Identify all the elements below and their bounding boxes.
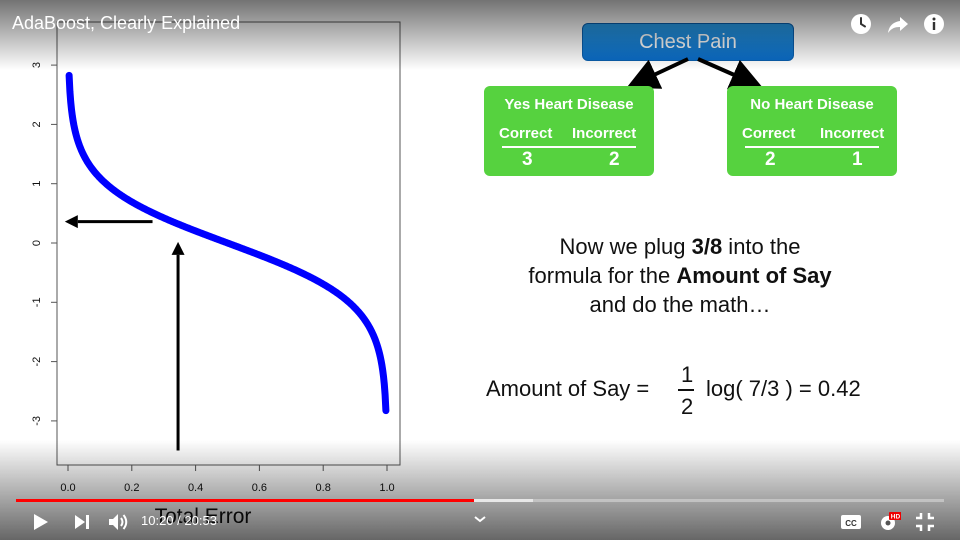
y-tick-label: 1: [31, 181, 43, 187]
y-tick-label: -2: [31, 357, 43, 367]
next-icon[interactable]: [70, 510, 94, 534]
x-tick-label: 0.6: [252, 482, 267, 494]
correct-header: Correct: [742, 125, 796, 142]
exit-fullscreen-icon[interactable]: [913, 510, 937, 534]
play-icon[interactable]: [28, 510, 52, 534]
narration-text: Now we plug 3/8 into the formula for the…: [480, 232, 880, 319]
played-bar: [16, 499, 475, 502]
narration-line-1-end: into the: [722, 234, 801, 259]
info-icon[interactable]: [922, 12, 946, 36]
annotation-arrow-head: [171, 241, 185, 255]
x-tick-label: 0.2: [124, 482, 139, 494]
narration-line-1-start: Now we plug: [559, 234, 692, 259]
correct-count: 3: [522, 149, 533, 170]
amount-of-say-curve: [65, 71, 390, 415]
progress-bar[interactable]: [16, 499, 944, 502]
y-tick-label: 0: [31, 240, 43, 246]
settings-icon[interactable]: HD: [877, 510, 901, 534]
x-tick-label: 1.0: [379, 482, 394, 494]
svg-text:CC: CC: [845, 519, 857, 528]
incorrect-count: 1: [852, 149, 863, 170]
leaf-title: Yes Heart Disease: [504, 96, 634, 113]
share-icon[interactable]: [886, 12, 910, 36]
x-tick-label: 0.4: [188, 482, 203, 494]
captions-icon[interactable]: CC: [839, 510, 863, 534]
time-display: 10:20 / 20:53: [141, 513, 217, 528]
duration: 20:53: [184, 513, 217, 528]
chevron-up-icon[interactable]: [472, 512, 488, 526]
y-tick-label: 2: [31, 121, 43, 127]
leaf-divider: [745, 146, 879, 148]
volume-icon[interactable]: [106, 510, 130, 534]
annotation-arrow-head: [64, 215, 78, 229]
y-tick-label: -3: [31, 416, 43, 426]
correct-count: 2: [765, 149, 776, 170]
formula-lhs: Amount of Say =: [486, 376, 650, 401]
narration-line-3: and do the math…: [589, 292, 771, 317]
incorrect-header: Incorrect: [820, 125, 885, 142]
narration-term: Amount of Say: [676, 263, 832, 288]
narration-fraction: 3/8: [691, 234, 723, 259]
leaf-title: No Heart Disease: [750, 96, 874, 113]
leaf-divider: [502, 146, 636, 148]
x-tick-label: 0.0: [60, 482, 75, 494]
x-tick-label: 0.8: [316, 482, 331, 494]
watch-later-icon[interactable]: [849, 12, 873, 36]
incorrect-header: Incorrect: [572, 125, 637, 142]
formula-rhs: log( 7/3 ) = 0.42: [706, 376, 861, 401]
fraction-denominator: 2: [681, 394, 694, 419]
fraction-bar: [678, 389, 694, 391]
video-title[interactable]: AdaBoost, Clearly Explained: [12, 13, 241, 33]
leaf-yes-heart-disease: Yes Heart Disease Correct Incorrect 3 2: [484, 86, 654, 176]
correct-header: Correct: [499, 125, 553, 142]
edge-to-yes-leaf: [626, 57, 689, 89]
edge-to-no-leaf: [697, 57, 763, 90]
current-time: 10:20: [141, 513, 174, 528]
fraction-numerator: 1: [681, 362, 694, 387]
y-tick-label: -1: [31, 297, 43, 307]
incorrect-count: 2: [609, 149, 620, 170]
hd-badge: HD: [891, 514, 901, 521]
leaf-no-heart-disease: No Heart Disease Correct Incorrect 2 1: [727, 86, 897, 176]
narration-line-2-start: formula for the: [528, 263, 677, 288]
